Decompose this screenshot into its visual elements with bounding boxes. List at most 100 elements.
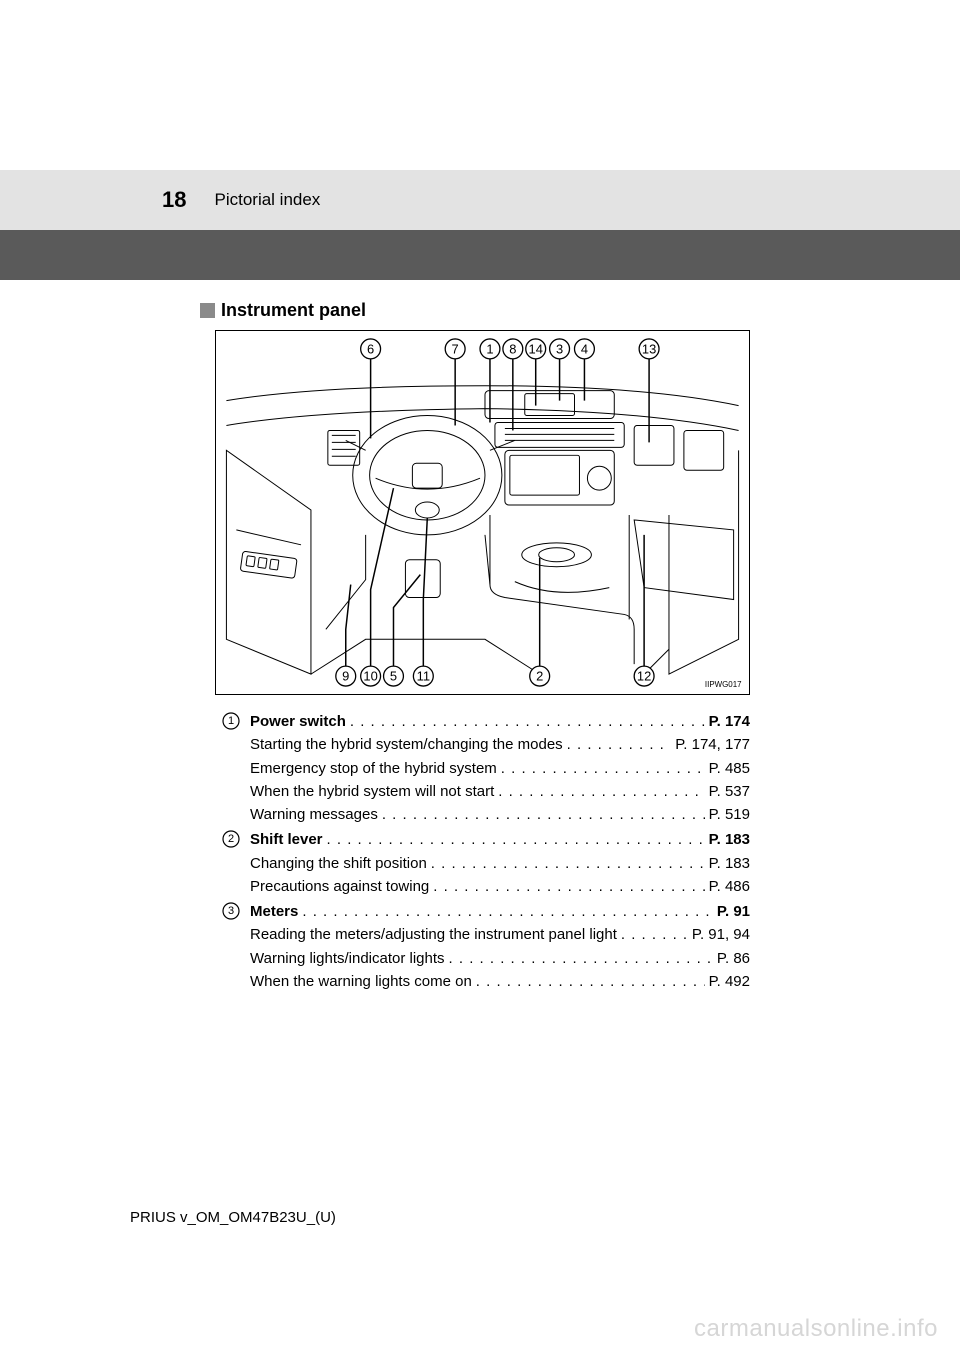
dashboard-lineart <box>226 386 738 674</box>
leader-dots <box>501 757 705 780</box>
index-line: Changing the shift position P. 183 <box>250 852 750 875</box>
leader-dots <box>498 780 704 803</box>
index-label: Warning messages <box>250 803 378 826</box>
index-page-ref: P. 91, 94 <box>692 923 750 946</box>
index-label: Changing the shift position <box>250 852 427 875</box>
callout-6: 6 <box>361 339 381 359</box>
watermark: carmanualsonline.info <box>694 1315 938 1343</box>
svg-text:2: 2 <box>228 833 234 845</box>
index-label: Starting the hybrid system/changing the … <box>250 733 563 756</box>
index-number-circle-icon: 3 <box>222 902 240 920</box>
footer-code: PRIUS v_OM_OM47B23U_(U) <box>130 1209 336 1226</box>
svg-text:13: 13 <box>642 341 656 356</box>
leader-dots <box>433 875 704 898</box>
callout-8: 8 <box>503 339 523 359</box>
index-label: Shift lever <box>250 828 323 851</box>
index-number-circle-icon: 2 <box>222 830 240 848</box>
callout-2: 2 <box>530 666 550 686</box>
index-page-ref: P. 183 <box>709 852 750 875</box>
index-line: Meters P. 91 <box>250 900 750 923</box>
index-label: Emergency stop of the hybrid system <box>250 757 497 780</box>
index-page-ref: P. 486 <box>709 875 750 898</box>
callout-12: 12 <box>634 666 654 686</box>
callout-7: 7 <box>445 339 465 359</box>
callouts-bottom: 9 10 5 11 2 12 <box>336 666 654 686</box>
svg-text:12: 12 <box>637 669 651 684</box>
callout-13: 13 <box>639 339 659 359</box>
index-line: When the hybrid system will not start P. … <box>250 780 750 803</box>
index-item-2: 2Shift leverP. 183Changing the shift pos… <box>250 828 750 898</box>
header-band: 18 Pictorial index <box>0 170 960 230</box>
callout-4: 4 <box>574 339 594 359</box>
index-line: Warning messages P. 519 <box>250 803 750 826</box>
svg-text:1: 1 <box>228 715 234 727</box>
svg-text:6: 6 <box>367 341 374 356</box>
index-line: Power switch P. 174 <box>250 710 750 733</box>
svg-text:4: 4 <box>581 341 588 356</box>
diagram-svg: 6 7 1 8 14 3 4 13 9 10 5 11 2 12 IIPWG017 <box>216 331 749 694</box>
index-line: When the warning lights come on P. 492 <box>250 970 750 993</box>
svg-text:5: 5 <box>390 669 397 684</box>
index-line: Emergency stop of the hybrid system P. 48… <box>250 757 750 780</box>
svg-text:8: 8 <box>509 341 516 356</box>
index-line: Reading the meters/adjusting the instrum… <box>250 923 750 946</box>
svg-text:10: 10 <box>363 669 377 684</box>
index-label: When the warning lights come on <box>250 970 472 993</box>
index-page-ref: P. 183 <box>709 828 750 851</box>
index-page-ref: P. 91 <box>717 900 750 923</box>
svg-text:1: 1 <box>486 341 493 356</box>
svg-text:7: 7 <box>452 341 459 356</box>
callout-5: 5 <box>384 666 404 686</box>
index-item-1: 1Power switchP. 174Starting the hybrid s… <box>250 710 750 826</box>
callout-14: 14 <box>526 339 546 359</box>
callout-1: 1 <box>480 339 500 359</box>
leader-dots <box>350 710 705 733</box>
index-label: When the hybrid system will not start <box>250 780 494 803</box>
callouts-top: 6 7 1 8 14 3 4 13 <box>361 339 659 359</box>
index-page-ref: P. 519 <box>709 803 750 826</box>
leader-dots <box>621 923 688 946</box>
index-page-ref: P. 174, 177 <box>675 733 750 756</box>
index-label: Warning lights/indicator lights <box>250 947 445 970</box>
index-label: Meters <box>250 900 298 923</box>
leader-dots <box>327 828 705 851</box>
callout-3: 3 <box>550 339 570 359</box>
index-line: Warning lights/indicator lights P. 86 <box>250 947 750 970</box>
index-line: Precautions against towing P. 486 <box>250 875 750 898</box>
svg-text:14: 14 <box>529 341 543 356</box>
leader-dots <box>449 947 713 970</box>
callout-10: 10 <box>361 666 381 686</box>
section-title: Instrument panel <box>221 300 366 321</box>
index-label: Precautions against towing <box>250 875 429 898</box>
svg-text:11: 11 <box>417 669 430 684</box>
leader-dots <box>476 970 705 993</box>
leader-dots <box>567 733 672 756</box>
svg-text:2: 2 <box>536 669 543 684</box>
section-marker-icon <box>200 303 215 318</box>
index-page-ref: P. 86 <box>717 947 750 970</box>
callout-lines-top <box>371 359 649 443</box>
instrument-panel-diagram: 6 7 1 8 14 3 4 13 9 10 5 11 2 12 IIPWG017 <box>215 330 750 695</box>
index-page-ref: P. 537 <box>709 780 750 803</box>
dark-band <box>0 230 960 280</box>
svg-text:3: 3 <box>228 905 234 917</box>
index-number-circle-icon: 1 <box>222 712 240 730</box>
index-line: Starting the hybrid system/changing the … <box>250 733 750 756</box>
index-line: Shift lever P. 183 <box>250 828 750 851</box>
page-number: 18 <box>162 187 186 213</box>
index-label: Power switch <box>250 710 346 733</box>
section-title-row: Instrument panel <box>200 300 366 321</box>
leader-dots <box>382 803 705 826</box>
callout-11: 11 <box>413 666 433 686</box>
index-page-ref: P. 492 <box>709 970 750 993</box>
diagram-code: IIPWG017 <box>705 680 742 689</box>
index-page-ref: P. 485 <box>709 757 750 780</box>
index-item-3: 3MetersP. 91Reading the meters/adjusting… <box>250 900 750 993</box>
chapter-title: Pictorial index <box>214 190 320 210</box>
leader-dots <box>302 900 713 923</box>
leader-dots <box>431 852 705 875</box>
svg-text:9: 9 <box>342 669 349 684</box>
callout-9: 9 <box>336 666 356 686</box>
index-page-ref: P. 174 <box>709 710 750 733</box>
svg-text:3: 3 <box>556 341 563 356</box>
